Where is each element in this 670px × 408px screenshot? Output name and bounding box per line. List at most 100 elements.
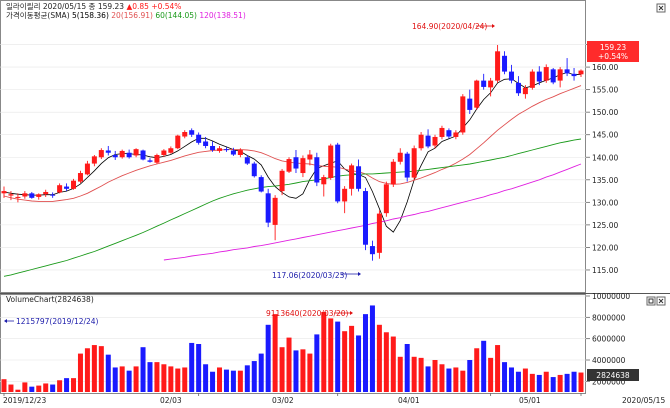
candle	[119, 149, 125, 159]
volume-bar	[522, 368, 528, 392]
candle	[140, 149, 146, 161]
volume-bar	[369, 305, 375, 392]
volume-bar	[515, 371, 521, 392]
price-tick-label: 150.00	[592, 108, 618, 117]
last-volume-value: 2824638	[596, 371, 630, 380]
volume-bar	[36, 385, 42, 392]
candle-body	[210, 145, 216, 151]
volume-panel-close-icon[interactable]	[656, 296, 666, 306]
candle-body	[22, 193, 28, 197]
candle-body	[112, 155, 118, 158]
volume-bar	[237, 370, 243, 392]
candlesticks	[1, 44, 584, 261]
candle	[467, 89, 473, 114]
candle-body	[515, 82, 521, 94]
volume-panel-frame	[0, 294, 586, 394]
candle	[189, 128, 195, 137]
volume-bar	[328, 318, 334, 392]
candle	[488, 77, 494, 97]
volume-bar	[286, 337, 292, 392]
candle	[258, 175, 264, 193]
candle-body	[217, 148, 223, 151]
sma120-value: 120(138.51)	[199, 11, 245, 20]
candle	[529, 69, 535, 90]
candle	[182, 130, 188, 139]
volume-bar	[550, 377, 556, 392]
volume-bar	[175, 368, 181, 392]
volume-bar	[390, 336, 396, 392]
price-tick-label: 135.00	[592, 176, 618, 185]
candle	[98, 148, 104, 160]
volume-bar	[536, 374, 542, 392]
volume-bar	[418, 357, 424, 392]
candle-body	[119, 150, 125, 158]
candle-body	[536, 71, 542, 82]
volume-tick-label: 2000000	[592, 377, 626, 386]
candle	[474, 79, 480, 110]
candle-body	[50, 194, 56, 196]
candle-body	[474, 80, 480, 108]
volume-bars	[1, 305, 584, 392]
last-price-value: 159.23	[600, 43, 626, 52]
candle-body	[550, 69, 556, 83]
volume-bar	[223, 369, 229, 392]
volume-bar	[432, 360, 438, 392]
candle-body	[397, 152, 403, 162]
candle	[383, 181, 389, 217]
volume-bar	[64, 378, 70, 392]
candle	[564, 58, 570, 77]
volume-bar	[508, 367, 514, 392]
candle-body	[36, 194, 42, 197]
candle-body	[258, 177, 264, 192]
volume-bar	[314, 334, 320, 392]
volume-bar	[467, 360, 473, 392]
volume-bar	[571, 371, 577, 392]
volume-bar	[502, 362, 508, 392]
volume-bar	[119, 366, 125, 392]
candle-body	[411, 148, 417, 178]
candle-body	[168, 148, 174, 153]
volume-bar	[293, 350, 299, 392]
candle-body	[126, 152, 132, 158]
volume-high-annotation: 9113640(2020/03/20)	[266, 309, 353, 318]
candle	[22, 191, 28, 199]
volume-panel-maximize-icon[interactable]	[646, 296, 656, 306]
sma60-value: 60(144.05)	[155, 11, 197, 20]
volume-bar	[439, 364, 445, 392]
candle	[460, 94, 466, 135]
close-price: 159.23	[98, 2, 124, 11]
volume-bar	[272, 314, 278, 392]
stock-name: 일라이릴리	[6, 1, 41, 11]
candle	[112, 150, 118, 160]
candle-body	[349, 165, 355, 189]
volume-tick-label: 10000000	[592, 292, 630, 301]
candle-body	[460, 96, 466, 133]
y-axis-ticks: 115.00 120.00 125.00 130.00 135.00 140.00 145.…	[586, 41, 630, 386]
candle-body	[133, 149, 139, 156]
volume-bar	[453, 367, 459, 392]
candle-body	[362, 191, 368, 245]
candle-body	[453, 132, 459, 137]
volume-bar	[196, 344, 202, 392]
candle	[328, 143, 334, 180]
volume-bar	[84, 348, 90, 392]
candle	[217, 145, 223, 153]
candle-body	[140, 150, 146, 160]
candle	[557, 67, 563, 88]
candle	[300, 155, 306, 178]
price-panel-frame	[0, 0, 586, 293]
candle	[307, 150, 313, 166]
candle	[536, 66, 542, 86]
x-label-may: 05/01	[519, 396, 541, 405]
candle	[432, 134, 438, 149]
price-tick-label: 140.00	[592, 153, 618, 162]
candle	[175, 134, 181, 150]
candle-body	[77, 173, 83, 182]
volume-bar	[77, 353, 83, 392]
volume-bar	[481, 340, 487, 392]
volume-bar	[71, 378, 77, 392]
volume-bar	[411, 356, 417, 392]
price-panel-close-icon[interactable]	[656, 3, 666, 13]
candle-body	[91, 156, 97, 164]
candle	[397, 148, 403, 165]
